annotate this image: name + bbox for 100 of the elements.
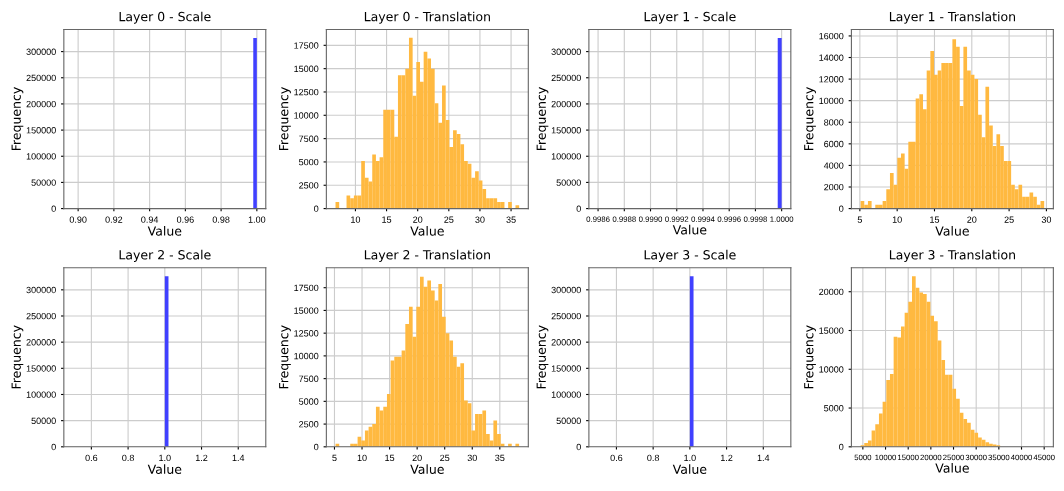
x-tick-label: 10: [357, 454, 367, 462]
y-tick-label: 250000: [551, 74, 581, 82]
y-tick-label: 200000: [551, 339, 581, 346]
x-tick-label: 35: [495, 454, 505, 462]
x-tick-label: 0.94: [141, 216, 159, 223]
x-tick-label: 0.96: [176, 216, 194, 223]
chart-title: Layer 1 - Scale: [644, 11, 736, 24]
x-axis-title: Value: [935, 226, 969, 236]
x-tick-label: 0.6: [85, 454, 98, 462]
x-tick-label: 0.98: [212, 216, 230, 223]
y-tick-label: 5000: [824, 405, 844, 412]
x-tick-label: 1.0: [159, 454, 171, 462]
y-tick-label: 150000: [26, 365, 56, 372]
y-tick-label: 250000: [26, 312, 56, 320]
chart-title: Layer 0 - Scale: [119, 11, 211, 24]
y-tick-label: 300000: [26, 286, 56, 294]
x-tick-label: 20: [413, 216, 423, 223]
y-tick-label: 50000: [31, 179, 56, 186]
x-tick-label: 5: [332, 454, 337, 462]
y-tick-label: 100000: [551, 153, 581, 160]
y-tick-label: 200000: [26, 100, 56, 108]
y-tick-label: 20000: [819, 288, 844, 296]
y-tick-label: 10000: [819, 366, 844, 373]
y-tick-label: 50000: [556, 179, 581, 186]
x-tick-label: 1.2: [195, 454, 208, 461]
y-axis-title: Frequency: [536, 325, 549, 389]
y-tick-label: 0: [839, 205, 844, 212]
x-tick-label: 25: [1004, 216, 1014, 223]
y-tick-label: 5000: [299, 158, 319, 166]
y-tick-label: 0: [314, 443, 319, 451]
y-tick-label: 7500: [299, 135, 319, 142]
x-tick-label: 1.4: [757, 454, 770, 461]
y-tick-label: 250000: [26, 74, 56, 82]
y-tick-label: 300000: [551, 286, 581, 294]
x-tick-label: 0.92: [105, 216, 123, 223]
y-tick-label: 100000: [551, 391, 581, 398]
x-tick-label: 30: [475, 216, 485, 223]
y-tick-label: 0: [314, 205, 319, 212]
y-tick-label: 2000: [824, 183, 844, 191]
y-tick-label: 10000: [294, 352, 319, 360]
chart-title: Layer 2 - Scale: [119, 249, 211, 262]
x-tick-label: 20: [967, 216, 977, 223]
x-axis-title: Value: [147, 464, 182, 474]
chart-title: Layer 3 - Translation: [889, 249, 1015, 262]
y-tick-label: 15000: [294, 307, 319, 314]
x-tick-label: 0.8: [647, 454, 660, 462]
y-axis-title: Frequency: [11, 325, 24, 389]
x-axis-title: Value: [672, 224, 707, 235]
y-tick-label: 250000: [551, 312, 581, 320]
y-tick-label: 5000: [299, 398, 319, 405]
x-axis-title: Value: [935, 463, 969, 473]
x-axis-title: Value: [410, 464, 444, 474]
x-tick-label: 1.0: [684, 454, 696, 462]
x-tick-label: 10: [351, 216, 361, 223]
y-axis-title: Frequency: [536, 87, 549, 151]
x-tick-label: 0.6: [610, 454, 623, 462]
y-axis-title: Frequency: [804, 87, 816, 151]
y-tick-label: 17500: [294, 42, 319, 49]
y-tick-label: 10000: [819, 97, 844, 105]
y-tick-label: 12000: [819, 76, 844, 83]
y-tick-label: 150000: [551, 127, 581, 134]
y-tick-label: 17500: [294, 284, 319, 292]
x-tick-label: 5: [857, 216, 862, 223]
y-tick-label: 4000: [823, 162, 844, 169]
y-tick-label: 14000: [819, 54, 844, 61]
chart-title: Layer 2 - Translation: [364, 249, 490, 262]
y-axis-title: Frequency: [11, 87, 24, 151]
x-tick-label: 1.2: [720, 454, 733, 461]
y-tick-label: 0: [576, 205, 581, 212]
x-tick-label: 20: [412, 454, 422, 462]
x-tick-label: 10: [892, 216, 902, 223]
x-tick-label: 1.00: [248, 216, 266, 223]
y-tick-label: 16000: [819, 32, 844, 40]
x-axis-title: Value: [147, 226, 182, 236]
y-tick-label: 150000: [26, 127, 56, 134]
y-axis-title: Frequency: [279, 325, 291, 389]
y-tick-label: 200000: [551, 100, 581, 108]
x-tick-label: 0.90: [69, 216, 87, 223]
chart-title: Layer 3 - Scale: [644, 249, 736, 262]
y-tick-label: 12500: [294, 330, 319, 337]
y-axis-title: Frequency: [804, 325, 816, 389]
y-tick-label: 0: [51, 205, 56, 212]
y-tick-label: 15000: [819, 327, 844, 334]
y-tick-label: 300000: [26, 48, 56, 55]
y-tick-label: 6000: [824, 140, 844, 148]
y-tick-label: 10000: [294, 112, 319, 119]
y-tick-label: 8000: [824, 119, 844, 126]
y-tick-label: 15000: [294, 65, 319, 72]
y-tick-label: 200000: [26, 339, 56, 346]
y-tick-label: 2500: [299, 182, 319, 189]
chart-title: Layer 1 - Translation: [889, 11, 1015, 24]
y-tick-label: 50000: [556, 417, 581, 425]
x-tick-label: 30: [467, 454, 477, 462]
chart-title: Layer 0 - Translation: [364, 11, 490, 24]
x-tick-label: 15: [385, 454, 395, 462]
y-axis-title: Frequency: [279, 87, 291, 151]
y-tick-label: 100000: [26, 153, 56, 160]
y-tick-label: 0: [576, 443, 581, 451]
y-tick-label: 100000: [26, 391, 56, 398]
y-tick-label: 2500: [299, 421, 319, 428]
